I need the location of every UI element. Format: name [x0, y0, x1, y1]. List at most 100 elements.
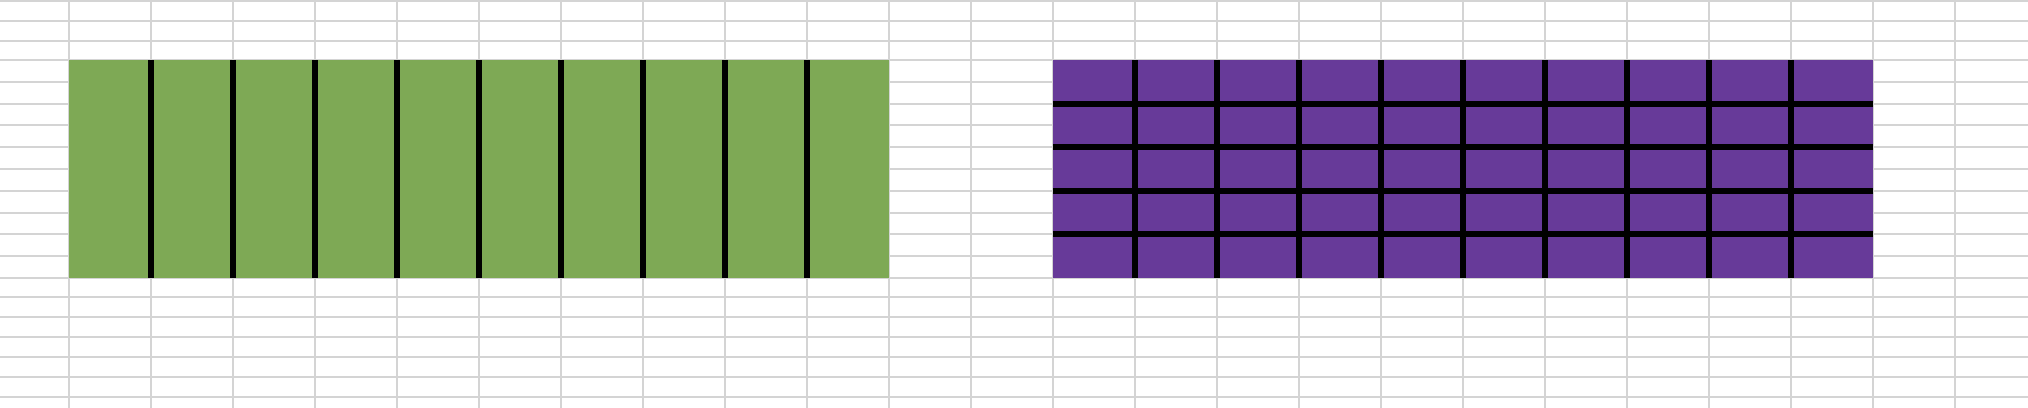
filled-cell[interactable]	[233, 169, 315, 191]
filled-cell[interactable]	[1627, 191, 1709, 213]
filled-cell[interactable]	[1791, 234, 1873, 256]
filled-cell[interactable]	[315, 191, 397, 213]
filled-cell[interactable]	[1217, 60, 1299, 82]
filled-cell[interactable]	[643, 60, 725, 82]
filled-cell[interactable]	[315, 213, 397, 234]
filled-cell[interactable]	[315, 60, 397, 82]
filled-cell[interactable]	[69, 191, 151, 213]
filled-cell[interactable]	[233, 147, 315, 169]
filled-cell[interactable]	[561, 256, 643, 278]
filled-cell[interactable]	[807, 82, 889, 104]
filled-cell[interactable]	[1791, 147, 1873, 169]
filled-cell[interactable]	[725, 213, 807, 234]
filled-cell[interactable]	[479, 234, 561, 256]
filled-cell[interactable]	[479, 147, 561, 169]
filled-cell[interactable]	[807, 104, 889, 125]
filled-cell[interactable]	[1217, 147, 1299, 169]
filled-cell[interactable]	[725, 104, 807, 125]
filled-cell[interactable]	[397, 234, 479, 256]
filled-cell[interactable]	[1053, 256, 1135, 278]
filled-cell[interactable]	[643, 104, 725, 125]
filled-cell[interactable]	[151, 104, 233, 125]
filled-cell[interactable]	[725, 125, 807, 147]
filled-cell[interactable]	[725, 256, 807, 278]
filled-cell[interactable]	[151, 60, 233, 82]
filled-cell[interactable]	[1545, 191, 1627, 213]
filled-cell[interactable]	[725, 234, 807, 256]
filled-cell[interactable]	[1791, 60, 1873, 82]
filled-cell[interactable]	[725, 60, 807, 82]
filled-cell[interactable]	[397, 60, 479, 82]
filled-cell[interactable]	[1299, 147, 1381, 169]
filled-cell[interactable]	[1135, 191, 1217, 213]
filled-cell[interactable]	[1299, 104, 1381, 125]
filled-cell[interactable]	[69, 213, 151, 234]
filled-cell[interactable]	[1627, 256, 1709, 278]
filled-cell[interactable]	[1791, 104, 1873, 125]
filled-cell[interactable]	[1135, 104, 1217, 125]
filled-cell[interactable]	[151, 234, 233, 256]
filled-cell[interactable]	[643, 213, 725, 234]
filled-cell[interactable]	[1709, 147, 1791, 169]
filled-cell[interactable]	[233, 82, 315, 104]
filled-cell[interactable]	[151, 169, 233, 191]
filled-cell[interactable]	[561, 169, 643, 191]
filled-cell[interactable]	[643, 256, 725, 278]
filled-cell[interactable]	[1381, 256, 1463, 278]
filled-cell[interactable]	[561, 147, 643, 169]
filled-cell[interactable]	[1709, 104, 1791, 125]
filled-cell[interactable]	[725, 82, 807, 104]
filled-cell[interactable]	[1709, 191, 1791, 213]
filled-cell[interactable]	[233, 60, 315, 82]
filled-cell[interactable]	[561, 191, 643, 213]
filled-cell[interactable]	[479, 213, 561, 234]
filled-cell[interactable]	[1299, 60, 1381, 82]
filled-cell[interactable]	[1709, 60, 1791, 82]
filled-cell[interactable]	[233, 125, 315, 147]
filled-cell[interactable]	[151, 147, 233, 169]
filled-cell[interactable]	[1627, 147, 1709, 169]
filled-cell[interactable]	[1545, 234, 1627, 256]
filled-cell[interactable]	[1381, 60, 1463, 82]
filled-cell[interactable]	[151, 82, 233, 104]
filled-cell[interactable]	[1463, 256, 1545, 278]
filled-cell[interactable]	[315, 169, 397, 191]
filled-cell[interactable]	[479, 82, 561, 104]
filled-cell[interactable]	[1381, 234, 1463, 256]
filled-cell[interactable]	[807, 147, 889, 169]
filled-cell[interactable]	[151, 213, 233, 234]
filled-cell[interactable]	[643, 234, 725, 256]
filled-cell[interactable]	[1053, 234, 1135, 256]
filled-cell[interactable]	[561, 125, 643, 147]
filled-cell[interactable]	[561, 82, 643, 104]
filled-cell[interactable]	[69, 104, 151, 125]
filled-cell[interactable]	[1299, 191, 1381, 213]
filled-cell[interactable]	[561, 104, 643, 125]
filled-cell[interactable]	[397, 191, 479, 213]
filled-cell[interactable]	[1217, 256, 1299, 278]
filled-cell[interactable]	[479, 104, 561, 125]
filled-cell[interactable]	[1627, 104, 1709, 125]
filled-cell[interactable]	[69, 125, 151, 147]
filled-cell[interactable]	[479, 169, 561, 191]
filled-cell[interactable]	[69, 147, 151, 169]
purple-block[interactable]	[1053, 60, 1873, 278]
filled-cell[interactable]	[1463, 191, 1545, 213]
filled-cell[interactable]	[1053, 147, 1135, 169]
filled-cell[interactable]	[807, 256, 889, 278]
filled-cell[interactable]	[1545, 256, 1627, 278]
filled-cell[interactable]	[1381, 104, 1463, 125]
filled-cell[interactable]	[807, 234, 889, 256]
filled-cell[interactable]	[1381, 191, 1463, 213]
filled-cell[interactable]	[807, 60, 889, 82]
filled-cell[interactable]	[1791, 191, 1873, 213]
filled-cell[interactable]	[233, 191, 315, 213]
filled-cell[interactable]	[69, 234, 151, 256]
filled-cell[interactable]	[69, 169, 151, 191]
filled-cell[interactable]	[233, 256, 315, 278]
filled-cell[interactable]	[725, 147, 807, 169]
filled-cell[interactable]	[1463, 60, 1545, 82]
filled-cell[interactable]	[315, 82, 397, 104]
filled-cell[interactable]	[479, 191, 561, 213]
